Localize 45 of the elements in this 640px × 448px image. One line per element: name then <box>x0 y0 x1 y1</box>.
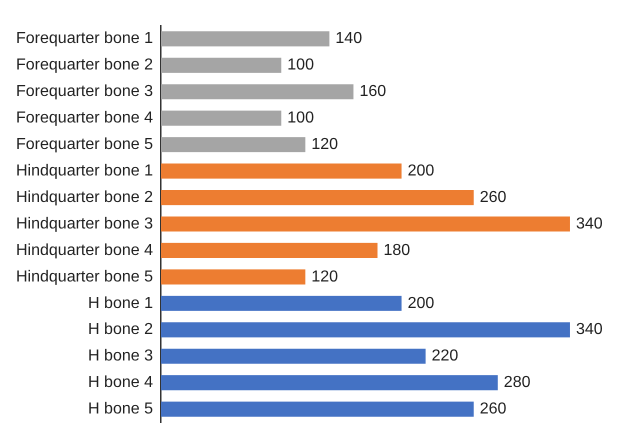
bar <box>160 322 570 338</box>
y-tick-label: Forequarter bone 1 <box>16 30 154 48</box>
data-label: 340 <box>576 321 603 338</box>
data-label: 100 <box>287 56 314 74</box>
bar <box>160 190 474 206</box>
data-label: 120 <box>311 268 338 286</box>
bar <box>160 137 306 152</box>
bar <box>160 269 306 284</box>
bar <box>160 296 402 311</box>
bar <box>160 58 282 73</box>
bar <box>160 375 498 390</box>
data-label: 220 <box>432 348 458 365</box>
y-tick-label: H bone 3 <box>88 348 154 365</box>
data-label: 180 <box>384 242 410 259</box>
bar <box>160 110 282 126</box>
data-label: 120 <box>311 136 338 154</box>
bar <box>160 164 402 179</box>
y-tick-label: H bone 2 <box>88 321 154 338</box>
bar <box>160 242 378 258</box>
bar <box>160 348 426 364</box>
data-label: 340 <box>576 215 603 232</box>
data-label: 260 <box>480 188 507 206</box>
data-label: 200 <box>408 294 434 312</box>
y-tick-label: Hindquarter bone 1 <box>16 162 154 180</box>
y-tick-label: Forequarter bone 4 <box>16 110 154 127</box>
bar <box>160 216 570 232</box>
data-label: 260 <box>480 400 507 418</box>
y-tick-label: Hindquarter bone 5 <box>16 268 154 286</box>
y-tick-label: Forequarter bone 2 <box>16 56 154 74</box>
y-tick-label: Forequarter bone 5 <box>16 136 154 154</box>
y-tick-label: H bone 5 <box>88 400 154 418</box>
data-label: 140 <box>335 30 362 48</box>
y-tick-label: Forequarter bone 3 <box>16 83 154 100</box>
bar <box>160 84 354 100</box>
bar <box>160 31 330 46</box>
data-label: 160 <box>359 83 386 100</box>
y-tick-label: H bone 1 <box>88 294 154 312</box>
data-label: 200 <box>408 162 434 180</box>
y-tick-label: Hindquarter bone 2 <box>16 188 154 206</box>
data-label: 280 <box>504 374 531 392</box>
y-tick-label: Hindquarter bone 4 <box>16 242 154 259</box>
bar <box>160 402 474 417</box>
y-tick-label: Hindquarter bone 3 <box>16 215 154 232</box>
data-label: 100 <box>287 110 314 127</box>
y-tick-label: H bone 4 <box>88 374 154 392</box>
